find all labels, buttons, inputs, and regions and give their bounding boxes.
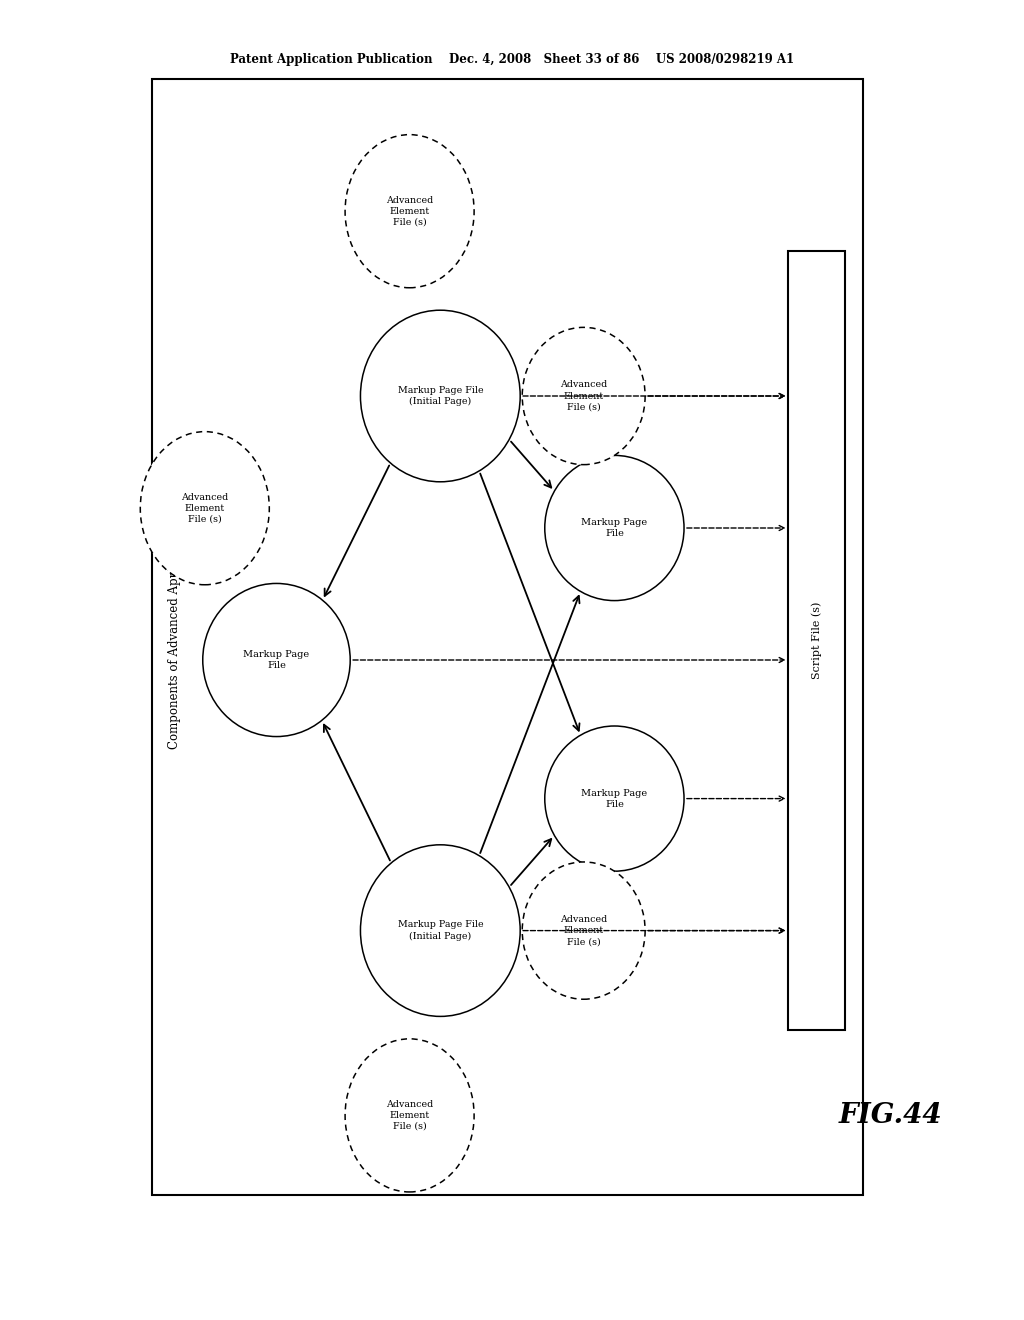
Text: Patent Application Publication    Dec. 4, 2008   Sheet 33 of 86    US 2008/02982: Patent Application Publication Dec. 4, 2… [230, 53, 794, 66]
Text: Markup Page
File: Markup Page File [244, 649, 309, 671]
Text: Markup Page
File: Markup Page File [582, 517, 647, 539]
Ellipse shape [345, 135, 474, 288]
Text: Script File (s): Script File (s) [811, 602, 822, 678]
Text: Markup Page File
(Initial Page): Markup Page File (Initial Page) [397, 920, 483, 941]
Text: FIG.44: FIG.44 [839, 1102, 943, 1129]
Text: Advanced
Element
File (s): Advanced Element File (s) [386, 195, 433, 227]
Text: Markup Page File
(Initial Page): Markup Page File (Initial Page) [397, 385, 483, 407]
Bar [152, 79, 863, 1195]
Text: Advanced
Element
File (s): Advanced Element File (s) [560, 915, 607, 946]
Text: Advanced
Element
File (s): Advanced Element File (s) [560, 380, 607, 412]
Ellipse shape [203, 583, 350, 737]
Ellipse shape [345, 1039, 474, 1192]
Ellipse shape [522, 327, 645, 465]
Ellipse shape [360, 310, 520, 482]
Text: Advanced
Element
File (s): Advanced Element File (s) [386, 1100, 433, 1131]
Ellipse shape [140, 432, 269, 585]
Ellipse shape [360, 845, 520, 1016]
Text: Markup Page
File: Markup Page File [582, 788, 647, 809]
Text: Advanced
Element
File (s): Advanced Element File (s) [181, 492, 228, 524]
Ellipse shape [545, 726, 684, 871]
Ellipse shape [545, 455, 684, 601]
Ellipse shape [522, 862, 645, 999]
Text: Components of Advanced Application: Components of Advanced Application [168, 525, 180, 748]
Bar [788, 251, 845, 1030]
